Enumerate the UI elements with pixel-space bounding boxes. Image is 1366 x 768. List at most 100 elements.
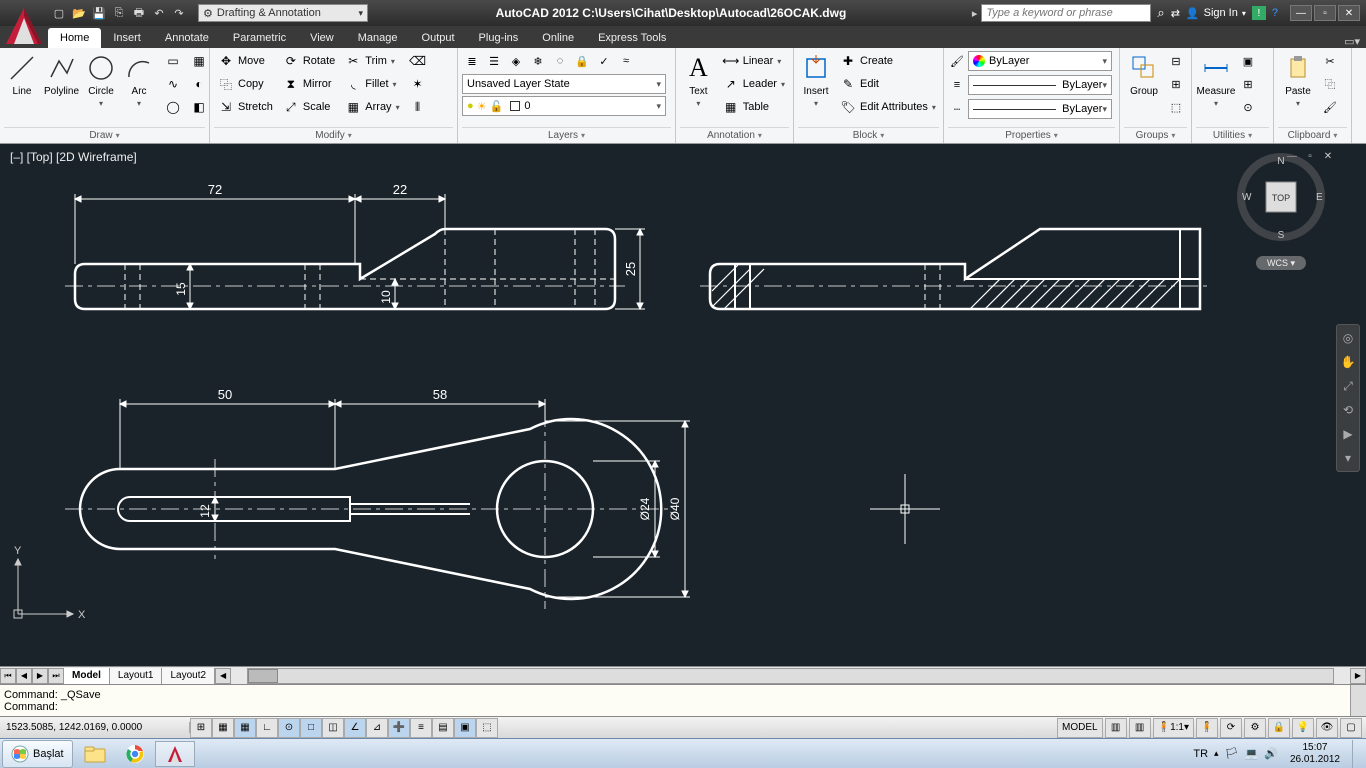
tray-volume-icon[interactable]: 🔊 <box>1264 747 1278 760</box>
quickview-layouts-icon[interactable]: ▥ <box>1105 718 1127 738</box>
qp-toggle[interactable]: ▣ <box>454 718 476 738</box>
ducs-toggle[interactable]: ⊿ <box>366 718 388 738</box>
linetype-dropdown[interactable]: ByLayer <box>968 99 1112 119</box>
panel-title-layers[interactable]: Layers <box>462 127 671 143</box>
signin-button[interactable]: 👤 Sign In ▾ <box>1186 7 1246 20</box>
horizontal-scrollbar[interactable] <box>247 668 1334 684</box>
orbit-icon[interactable]: ⟲ <box>1339 401 1357 419</box>
qat-new-icon[interactable]: ▢ <box>50 4 68 22</box>
ortho-toggle[interactable]: ∟ <box>256 718 278 738</box>
group-edit-icon[interactable]: ⊞ <box>1166 73 1186 95</box>
polar-toggle[interactable]: ⊙ <box>278 718 300 738</box>
layout-last-button[interactable]: ⏭ <box>48 668 64 684</box>
annoauto-icon[interactable]: ⟳ <box>1220 718 1242 738</box>
ungroup-icon[interactable]: ⊟ <box>1166 50 1186 72</box>
coordinates-display[interactable]: 1523.5085, 1242.0169, 0.0000 <box>0 722 190 733</box>
command-resize-handle[interactable] <box>1350 685 1366 716</box>
layer-states-icon[interactable]: ☰ <box>484 50 504 72</box>
layer-iso-icon[interactable]: ◈ <box>506 50 526 72</box>
group-button[interactable]: Group <box>1124 50 1164 99</box>
lineweight-icon[interactable]: ≡ <box>948 74 966 96</box>
linetype-icon[interactable]: ┄ <box>948 98 966 120</box>
layout-tab-model[interactable]: Model <box>64 668 110 684</box>
text-button[interactable]: AText <box>680 50 717 110</box>
mirror-button[interactable]: ⧗Mirror <box>279 73 339 95</box>
tray-flag-icon[interactable]: 🏳 <box>1225 747 1239 760</box>
clean-screen-icon[interactable]: ▢ <box>1340 718 1362 738</box>
layer-match-icon[interactable]: ≈ <box>616 50 636 72</box>
rectangle-icon[interactable]: ▭ <box>161 50 185 72</box>
paste-button[interactable]: Paste <box>1278 50 1318 110</box>
panel-title-properties[interactable]: Properties <box>948 127 1115 143</box>
show-desktop-button[interactable] <box>1352 740 1360 768</box>
grid-toggle[interactable]: ▦ <box>234 718 256 738</box>
zoom-extents-icon[interactable]: ⤢ <box>1339 377 1357 395</box>
exchange-icon[interactable]: ⇄ <box>1171 7 1180 20</box>
scale-button[interactable]: ⤢Scale <box>279 96 339 118</box>
measure-button[interactable]: Measure <box>1196 50 1236 110</box>
sc-toggle[interactable]: ⬚ <box>476 718 498 738</box>
explode-icon[interactable]: ✶ <box>406 73 430 95</box>
fillet-button[interactable]: ◟Fillet <box>341 73 403 95</box>
tab-annotate[interactable]: Annotate <box>153 28 221 48</box>
osnap-toggle[interactable]: □ <box>300 718 322 738</box>
trim-button[interactable]: ✂Trim <box>341 50 403 72</box>
layout-prev-button[interactable]: ◀ <box>16 668 32 684</box>
circle-button[interactable]: Circle <box>83 50 119 110</box>
tab-view[interactable]: View <box>298 28 346 48</box>
ribbon-collapse-icon[interactable]: ▭▾ <box>1338 35 1366 48</box>
qat-save-icon[interactable]: 💾 <box>90 4 108 22</box>
3dosnap-toggle[interactable]: ◫ <box>322 718 344 738</box>
tab-insert[interactable]: Insert <box>101 28 153 48</box>
layout-next-button[interactable]: ▶ <box>32 668 48 684</box>
layout-tab-layout1[interactable]: Layout1 <box>110 668 163 684</box>
erase-icon[interactable]: ⌫ <box>406 50 430 72</box>
layer-lock-icon[interactable]: 🔒 <box>572 50 592 72</box>
annovis-icon[interactable]: 🧍 <box>1196 718 1218 738</box>
create-block-button[interactable]: ✚Create <box>836 50 940 72</box>
close-button[interactable]: ✕ <box>1338 5 1360 21</box>
workspace-dropdown[interactable]: ⚙ Drafting & Annotation <box>198 4 368 22</box>
region-icon[interactable]: ◧ <box>187 96 211 118</box>
quickcalc-icon[interactable]: ⊞ <box>1238 73 1258 95</box>
hscroll-right-button[interactable]: ▶ <box>1350 668 1366 684</box>
command-line[interactable]: Command: _QSave Command: <box>0 684 1366 716</box>
pan-icon[interactable]: ✋ <box>1339 353 1357 371</box>
tab-expresstools[interactable]: Express Tools <box>586 28 678 48</box>
layer-off-icon[interactable]: ◌ <box>550 50 570 72</box>
hatch-icon[interactable]: ▦ <box>187 50 211 72</box>
app-menu-button[interactable] <box>2 4 46 48</box>
toolbar-lock-icon[interactable]: 🔒 <box>1268 718 1290 738</box>
stretch-button[interactable]: ⇲Stretch <box>214 96 277 118</box>
line-button[interactable]: Line <box>4 50 40 99</box>
fullnav-icon[interactable]: ◎ <box>1339 329 1357 347</box>
qat-saveas-icon[interactable]: ⎘ <box>110 4 128 22</box>
matchprop-icon[interactable]: 🖌 <box>1320 96 1340 118</box>
start-button[interactable]: Başlat <box>2 740 73 768</box>
tray-clock[interactable]: 15:07 26.01.2012 <box>1284 742 1346 766</box>
model-space-button[interactable]: MODEL <box>1057 718 1103 738</box>
edit-block-button[interactable]: ✎Edit <box>836 73 940 95</box>
ellipse-icon[interactable]: ◯ <box>161 96 185 118</box>
layer-state-dropdown[interactable]: Unsaved Layer State <box>462 74 666 94</box>
panel-title-annotation[interactable]: Annotation <box>680 127 789 143</box>
infocenter-icon[interactable]: ⌕ <box>1157 5 1164 21</box>
tab-online[interactable]: Online <box>530 28 586 48</box>
panel-title-block[interactable]: Block <box>798 127 939 143</box>
cut-icon[interactable]: ✂ <box>1320 50 1340 72</box>
panel-title-draw[interactable]: Draw <box>4 127 205 143</box>
qat-open-icon[interactable]: 📂 <box>70 4 88 22</box>
tray-lang[interactable]: TR <box>1193 748 1208 760</box>
polyline-button[interactable]: Polyline <box>42 50 81 99</box>
arc-button[interactable]: Arc <box>121 50 157 110</box>
dyn-toggle[interactable]: ➕ <box>388 718 410 738</box>
tray-network-icon[interactable]: 💻 <box>1245 747 1259 760</box>
qat-redo-icon[interactable]: ↷ <box>170 4 188 22</box>
color-dropdown[interactable]: ByLayer <box>968 51 1112 71</box>
model-space-canvas[interactable]: [–] [Top] [2D Wireframe] — ▫ ✕ N S W E T… <box>0 144 1366 666</box>
layout-first-button[interactable]: ⏮ <box>0 668 16 684</box>
tray-show-hidden-icon[interactable]: ▴ <box>1214 748 1219 759</box>
quickview-drawings-icon[interactable]: ▥ <box>1129 718 1151 738</box>
table-button[interactable]: ▦Table <box>719 96 789 118</box>
layer-freeze-icon[interactable]: ❄ <box>528 50 548 72</box>
